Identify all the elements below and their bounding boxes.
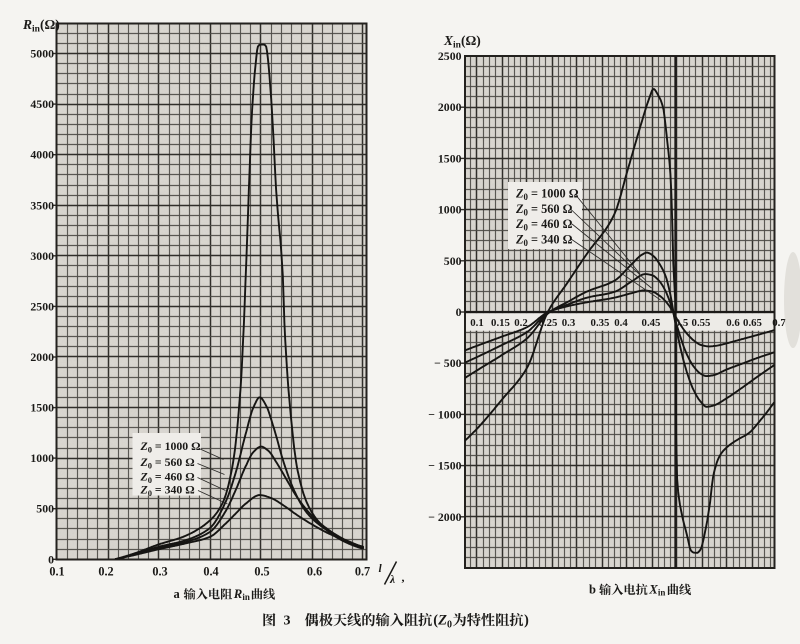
svg-text:0.15: 0.15 xyxy=(491,317,510,329)
svg-text:500: 500 xyxy=(444,254,462,268)
svg-text:0.3: 0.3 xyxy=(562,317,576,329)
svg-text:Z0 = 460 Ω: Z0 = 460 Ω xyxy=(515,217,573,233)
svg-text:2000: 2000 xyxy=(30,350,54,364)
svg-text:0: 0 xyxy=(456,305,462,319)
svg-text:0.3: 0.3 xyxy=(152,565,167,579)
svg-text:5000: 5000 xyxy=(30,47,54,61)
svg-text:2000: 2000 xyxy=(438,100,462,114)
svg-text:0.7: 0.7 xyxy=(772,317,786,329)
svg-text:a: a xyxy=(174,587,181,601)
svg-text:0.1: 0.1 xyxy=(49,565,64,579)
svg-text:2500: 2500 xyxy=(438,49,462,63)
svg-text:0.65: 0.65 xyxy=(743,317,762,329)
svg-text:1000: 1000 xyxy=(438,203,462,217)
svg-text:0.2: 0.2 xyxy=(514,317,528,329)
svg-text:1500: 1500 xyxy=(438,151,462,165)
svg-text:Rin(Ω): Rin(Ω) xyxy=(22,17,60,35)
svg-text:0: 0 xyxy=(48,552,54,566)
svg-text:): ) xyxy=(524,613,529,629)
svg-text:0.55: 0.55 xyxy=(692,317,711,329)
svg-text:0.45: 0.45 xyxy=(642,317,661,329)
svg-text:b: b xyxy=(589,583,596,597)
svg-text:0.4: 0.4 xyxy=(614,317,628,329)
svg-text:0.7: 0.7 xyxy=(355,565,370,579)
svg-text:0.4: 0.4 xyxy=(203,565,218,579)
svg-text:0.5: 0.5 xyxy=(675,317,689,329)
svg-text:Z0 = 340 Ω: Z0 = 340 Ω xyxy=(515,233,573,249)
svg-text:Z0 = 1000 Ω: Z0 = 1000 Ω xyxy=(515,187,579,203)
svg-text:,: , xyxy=(402,570,405,584)
svg-text:Z0 = 1000 Ω: Z0 = 1000 Ω xyxy=(140,439,201,455)
svg-text:Z0 = 340 Ω: Z0 = 340 Ω xyxy=(140,483,195,499)
svg-text:1500: 1500 xyxy=(30,401,54,415)
svg-text:λ: λ xyxy=(389,574,395,586)
svg-text:500: 500 xyxy=(36,502,54,516)
svg-text:Z0 = 460 Ω: Z0 = 460 Ω xyxy=(140,470,195,486)
svg-text:0.35: 0.35 xyxy=(591,317,610,329)
svg-text:0.2: 0.2 xyxy=(98,565,113,579)
svg-text:3000: 3000 xyxy=(30,249,54,263)
svg-text:0.6: 0.6 xyxy=(726,317,740,329)
svg-text:− 1000: − 1000 xyxy=(428,407,461,421)
svg-text:− 1500: − 1500 xyxy=(428,459,461,473)
svg-text:0.25: 0.25 xyxy=(539,317,558,329)
svg-text:2500: 2500 xyxy=(30,299,54,313)
svg-text:Z0 = 560 Ω: Z0 = 560 Ω xyxy=(515,202,573,218)
svg-text:− 2000: − 2000 xyxy=(428,510,461,524)
svg-text:0.6: 0.6 xyxy=(307,565,322,579)
svg-text:Xin(Ω): Xin(Ω) xyxy=(443,33,481,51)
svg-text:Xin: Xin xyxy=(648,583,665,598)
svg-text:− 500: − 500 xyxy=(434,356,461,370)
svg-text:0.5: 0.5 xyxy=(254,565,269,579)
svg-text:3: 3 xyxy=(284,614,291,629)
svg-text:4500: 4500 xyxy=(30,97,54,111)
svg-text:0.1: 0.1 xyxy=(470,317,484,329)
svg-text:4000: 4000 xyxy=(30,148,54,162)
svg-text:3500: 3500 xyxy=(30,198,54,212)
svg-text:Z0 = 560 Ω: Z0 = 560 Ω xyxy=(140,455,195,471)
svg-text:1000: 1000 xyxy=(30,451,54,465)
svg-text:l: l xyxy=(379,563,383,575)
svg-text:Rin: Rin xyxy=(233,587,250,602)
